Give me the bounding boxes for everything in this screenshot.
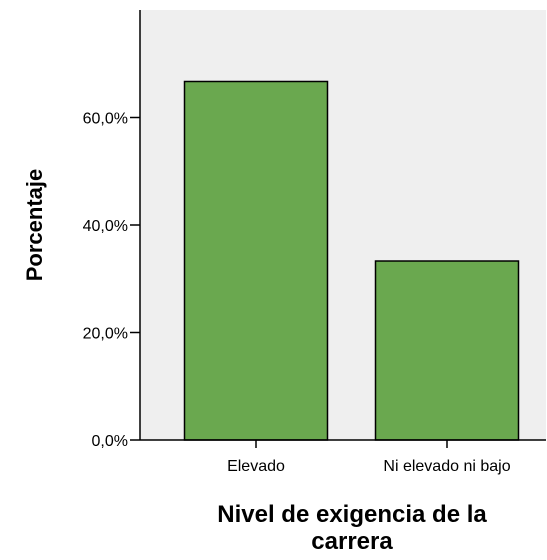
x-tick-label: Ni elevado ni bajo: [383, 458, 510, 475]
x-axis-label-line: Nivel de exigencia de la: [217, 501, 487, 528]
y-axis-ticks: 0,0% 20,0% 40,0% 60,0%: [83, 111, 140, 450]
bar: [183, 80, 329, 441]
x-axis-tick-labels: Elevado Ni elevado ni bajo: [227, 440, 511, 475]
y-tick-label: 60,0%: [83, 111, 128, 128]
y-tick-label: 20,0%: [83, 326, 128, 343]
x-axis-label: Nivel de exigencia de la carrera: [217, 501, 487, 555]
y-tick-label: 40,0%: [83, 218, 128, 235]
x-axis-label-line: carrera: [311, 528, 393, 555]
bar: [374, 260, 520, 441]
y-tick-label: 0,0%: [92, 433, 128, 450]
x-tick-label: Elevado: [227, 458, 285, 475]
y-axis-label: Porcentaje: [22, 169, 47, 282]
